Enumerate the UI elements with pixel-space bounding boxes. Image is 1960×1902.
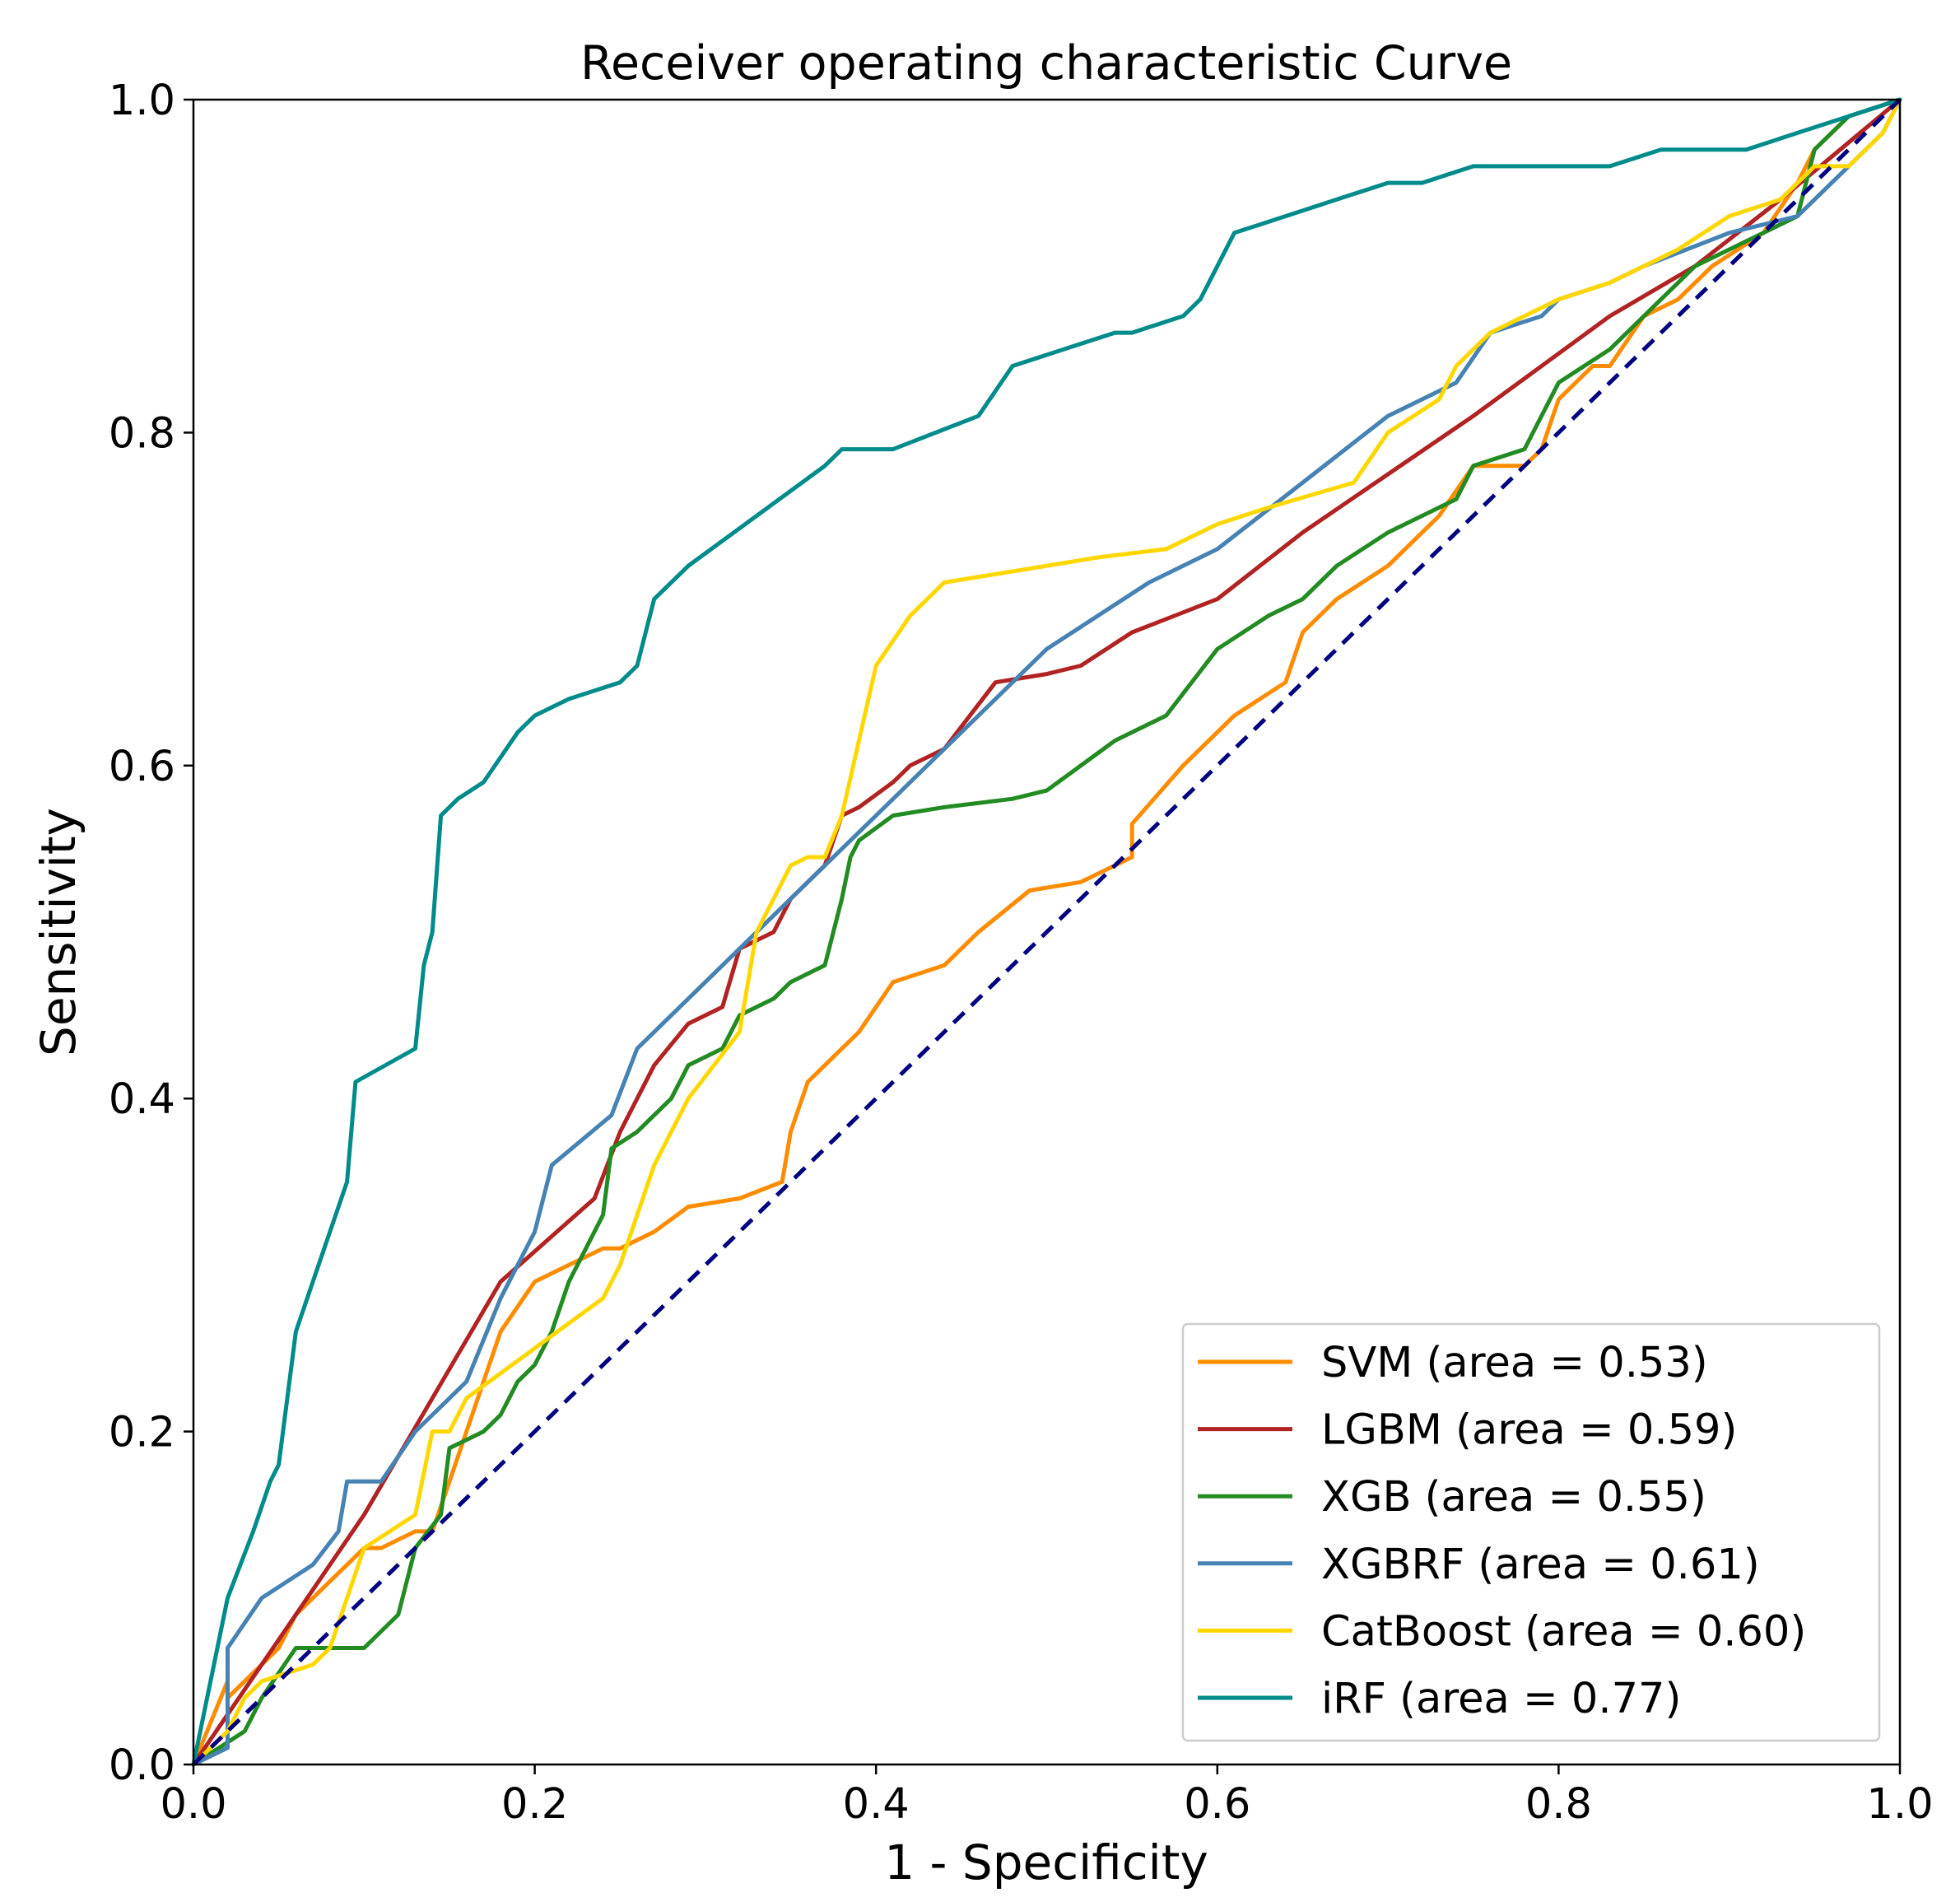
x-tick-label: 0.2 [501, 1780, 568, 1829]
x-tick-label: 1.0 [1866, 1780, 1933, 1829]
x-tick-label: 0.6 [1184, 1780, 1250, 1829]
y-tick-label: 0.4 [109, 1075, 175, 1124]
series-line-catboost [191, 97, 1902, 1767]
legend: SVM (area = 0.53) LGBM (area = 0.59) XGB (… [1181, 1322, 1881, 1742]
x-axis-label: 1 - Specificity [884, 1834, 1208, 1890]
series-line-svm [191, 97, 1902, 1767]
legend-frame [1181, 1322, 1881, 1742]
x-tick-label: 0.8 [1525, 1780, 1592, 1829]
y-tick-label: 0.6 [109, 743, 175, 791]
y-tick-label: 0.8 [109, 409, 175, 458]
plot-frame [192, 98, 1902, 1766]
legend-label-xgb: XGB (area = 0.55) [1321, 1473, 1706, 1522]
legend-label-lgbm: LGBM (area = 0.59) [1321, 1406, 1737, 1455]
y-tick-label: 0.0 [109, 1741, 175, 1790]
y-tick-label: 1.0 [109, 77, 175, 125]
y-axis: 0.0 0.2 0.4 0.6 0.8 1.0 [109, 77, 193, 1790]
y-axis-label: Sensitivity [30, 808, 86, 1056]
x-axis: 0.0 0.2 0.4 0.6 0.8 1.0 [160, 1764, 1934, 1829]
legend-label-catboost: CatBoost (area = 0.60) [1321, 1607, 1806, 1656]
legend-label-irf: iRF (area = 0.77) [1321, 1675, 1681, 1723]
series-line-irf [191, 97, 1902, 1767]
chance-diagonal-line [192, 98, 1902, 1766]
plot-area [191, 97, 1902, 1767]
legend-label-xgbrf: XGBRF (area = 0.61) [1321, 1541, 1760, 1589]
y-tick-label: 0.2 [109, 1409, 175, 1457]
x-tick-label: 0.0 [160, 1780, 226, 1829]
x-tick-label: 0.4 [843, 1780, 910, 1829]
series-line-lgbm [191, 97, 1902, 1767]
chart-title: Receiver operating characteristic Curve [580, 36, 1512, 91]
legend-label-svm: SVM (area = 0.53) [1321, 1339, 1708, 1387]
series-line-xgb [191, 97, 1902, 1767]
